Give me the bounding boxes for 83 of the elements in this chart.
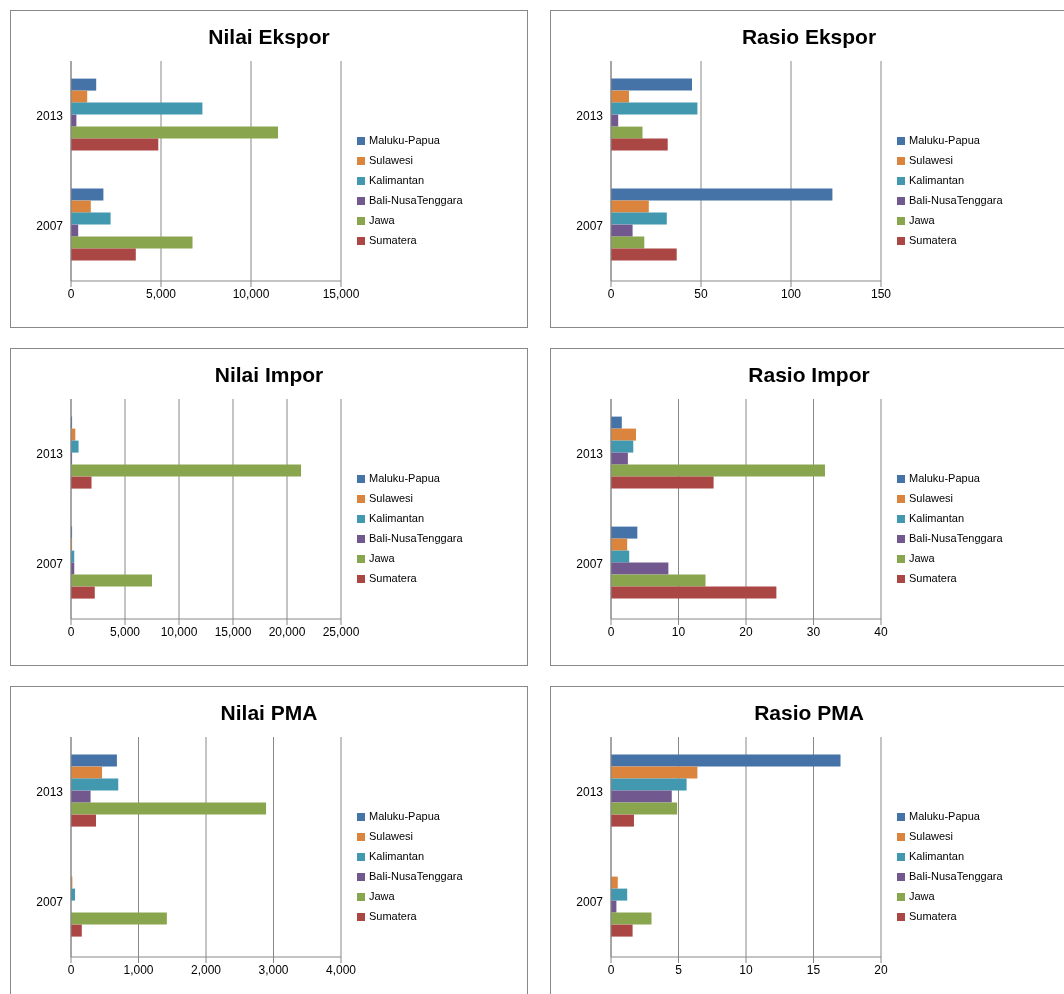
chart-title: Nilai Ekspor [207,25,331,50]
legend-label: Sumatera [369,910,417,922]
legend-label: Sulawesi [369,830,414,842]
legend-label: Sulawesi [369,154,414,166]
legend-label: Sumatera [909,234,957,246]
chart-title: Nilai PMA [219,701,319,726]
legend-label: Sulawesi [909,492,954,504]
legend-label: Sumatera [369,572,417,584]
x-tick-label: 0 [67,286,75,301]
legend-label: Kalimantan [909,174,965,186]
legend-label: Bali-NusaTenggara [909,532,1003,544]
x-tick-label: 15,000 [214,624,252,639]
legend-label: Kalimantan [369,512,425,524]
chart-title: Rasio PMA [753,701,865,726]
legend-label: Jawa [909,214,935,226]
legend-label: Sulawesi [909,154,954,166]
x-tick-label: 4,000 [325,962,357,977]
legend-label: Sumatera [909,572,957,584]
x-tick-label: 10 [671,624,686,639]
x-tick-label: 0 [67,624,75,639]
legend-label: Jawa [369,214,395,226]
y-tick-label: 2013 [576,447,604,462]
x-tick-label: 0 [67,962,75,977]
x-tick-label: 5,000 [109,624,141,639]
x-tick-label: 15,000 [322,286,360,301]
y-tick-label: 2007 [36,557,64,572]
x-tick-label: 0 [607,286,615,301]
x-tick-label: 5,000 [145,286,177,301]
x-tick-label: 50 [694,286,708,301]
legend-label: Jawa [909,890,935,902]
x-tick-label: 2,000 [190,962,222,977]
y-tick-label: 2007 [36,219,64,234]
legend-label: Kalimantan [909,850,965,862]
legend-label: Maluku-Papua [369,134,440,146]
legend-label: Bali-NusaTenggara [369,870,463,882]
y-tick-label: 2007 [36,895,64,910]
chart-title: Nilai Impor [213,363,325,388]
x-tick-label: 20 [874,962,888,977]
x-tick-label: 10,000 [160,624,198,639]
legend-label: Jawa [369,552,395,564]
chart-title: Rasio Ekspor [740,25,878,50]
legend-label: Bali-NusaTenggara [909,194,1003,206]
x-tick-label: 20,000 [268,624,306,639]
y-tick-label: 2013 [36,447,64,462]
legend-label: Jawa [369,890,395,902]
legend-label: Maluku-Papua [369,810,440,822]
legend-label: Kalimantan [909,512,965,524]
y-tick-label: 2013 [576,109,604,124]
y-tick-label: 2007 [576,219,604,234]
x-tick-label: 1,000 [123,962,154,977]
legend-label: Sumatera [369,234,417,246]
y-tick-label: 2013 [576,785,604,800]
x-tick-label: 150 [870,286,892,301]
y-tick-label: 2013 [36,785,64,800]
legend-label: Jawa [909,552,935,564]
legend-label: Maluku-Papua [909,134,980,146]
legend-label: Maluku-Papua [369,472,440,484]
y-tick-label: 2007 [576,895,604,910]
legend-label: Bali-NusaTenggara [909,870,1003,882]
legend-label: Sulawesi [369,492,414,504]
x-tick-label: 3,000 [258,962,289,977]
x-tick-label: 30 [806,624,821,639]
x-tick-label: 5 [675,962,683,977]
y-tick-label: 2007 [576,557,604,572]
legend-label: Kalimantan [369,850,425,862]
chart-title: Rasio Impor [747,363,871,388]
x-tick-label: 10 [739,962,753,977]
legend-label: Kalimantan [369,174,425,186]
legend-label: Maluku-Papua [909,810,980,822]
legend-label: Maluku-Papua [909,472,980,484]
x-tick-label: 100 [780,286,802,301]
x-tick-label: 40 [874,624,888,639]
legend-label: Sulawesi [909,830,954,842]
x-tick-label: 15 [806,962,821,977]
legend-label: Bali-NusaTenggara [369,194,463,206]
y-tick-label: 2013 [36,109,64,124]
x-tick-label: 10,000 [232,286,270,301]
x-tick-label: 20 [739,624,753,639]
legend-label: Sumatera [909,910,957,922]
x-tick-label: 0 [607,962,615,977]
x-tick-label: 0 [607,624,615,639]
x-tick-label: 25,000 [322,624,360,639]
legend-label: Bali-NusaTenggara [369,532,463,544]
